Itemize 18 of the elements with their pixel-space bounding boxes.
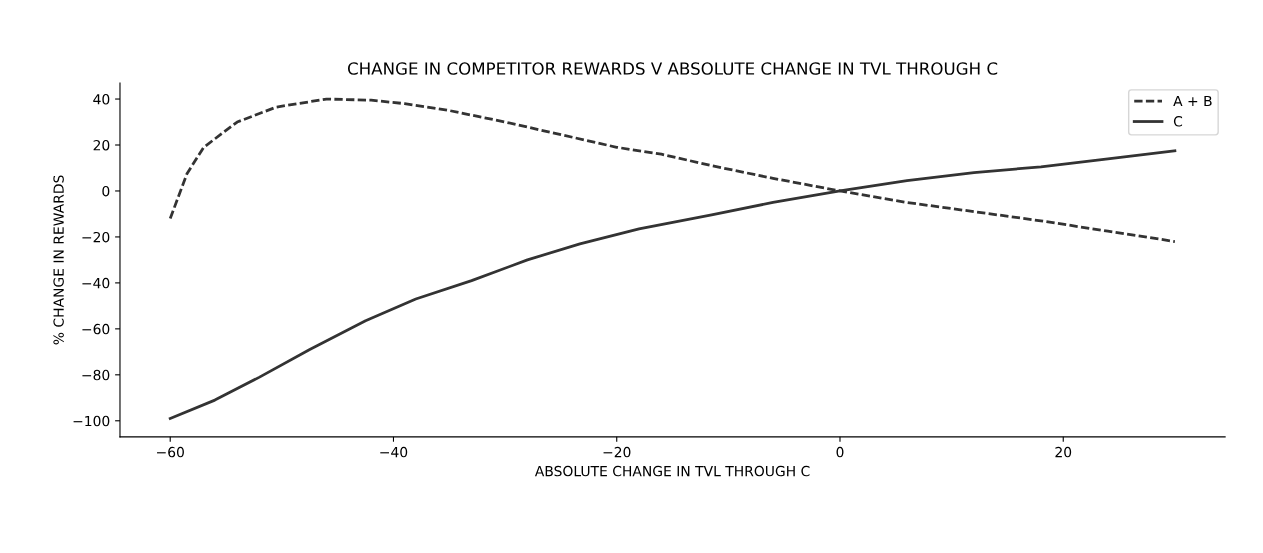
legend-label: C [1173, 116, 1183, 127]
y-tick-label: −80 [82, 369, 110, 381]
y-axis-title: % CHANGE IN REWARDS [53, 175, 64, 345]
y-tick-label: 40 [93, 94, 110, 105]
y-tick-label: 0 [102, 185, 110, 197]
y-tick-label: −20 [82, 231, 110, 243]
x-tick-label: −40 [380, 446, 408, 458]
x-tick-label: −60 [157, 446, 184, 458]
legend-label: A + B [1173, 95, 1212, 106]
y-tick-label: −40 [82, 277, 110, 289]
x-axis-title: ABSOLUTE CHANGE IN TVL THROUGH C [534, 465, 810, 477]
y-tick-label: −100 [73, 415, 110, 427]
x-tick-label: 20 [1055, 446, 1072, 458]
y-tick-label: 20 [93, 139, 110, 151]
x-tick-label: 0 [836, 446, 844, 458]
chart-title: CHANGE IN COMPETITOR REWARDS V ABSOLUTE CHANGE IN TVL THROUGH C [347, 62, 998, 75]
x-tick-label: −20 [603, 446, 631, 458]
y-tick-label: −60 [82, 323, 110, 335]
